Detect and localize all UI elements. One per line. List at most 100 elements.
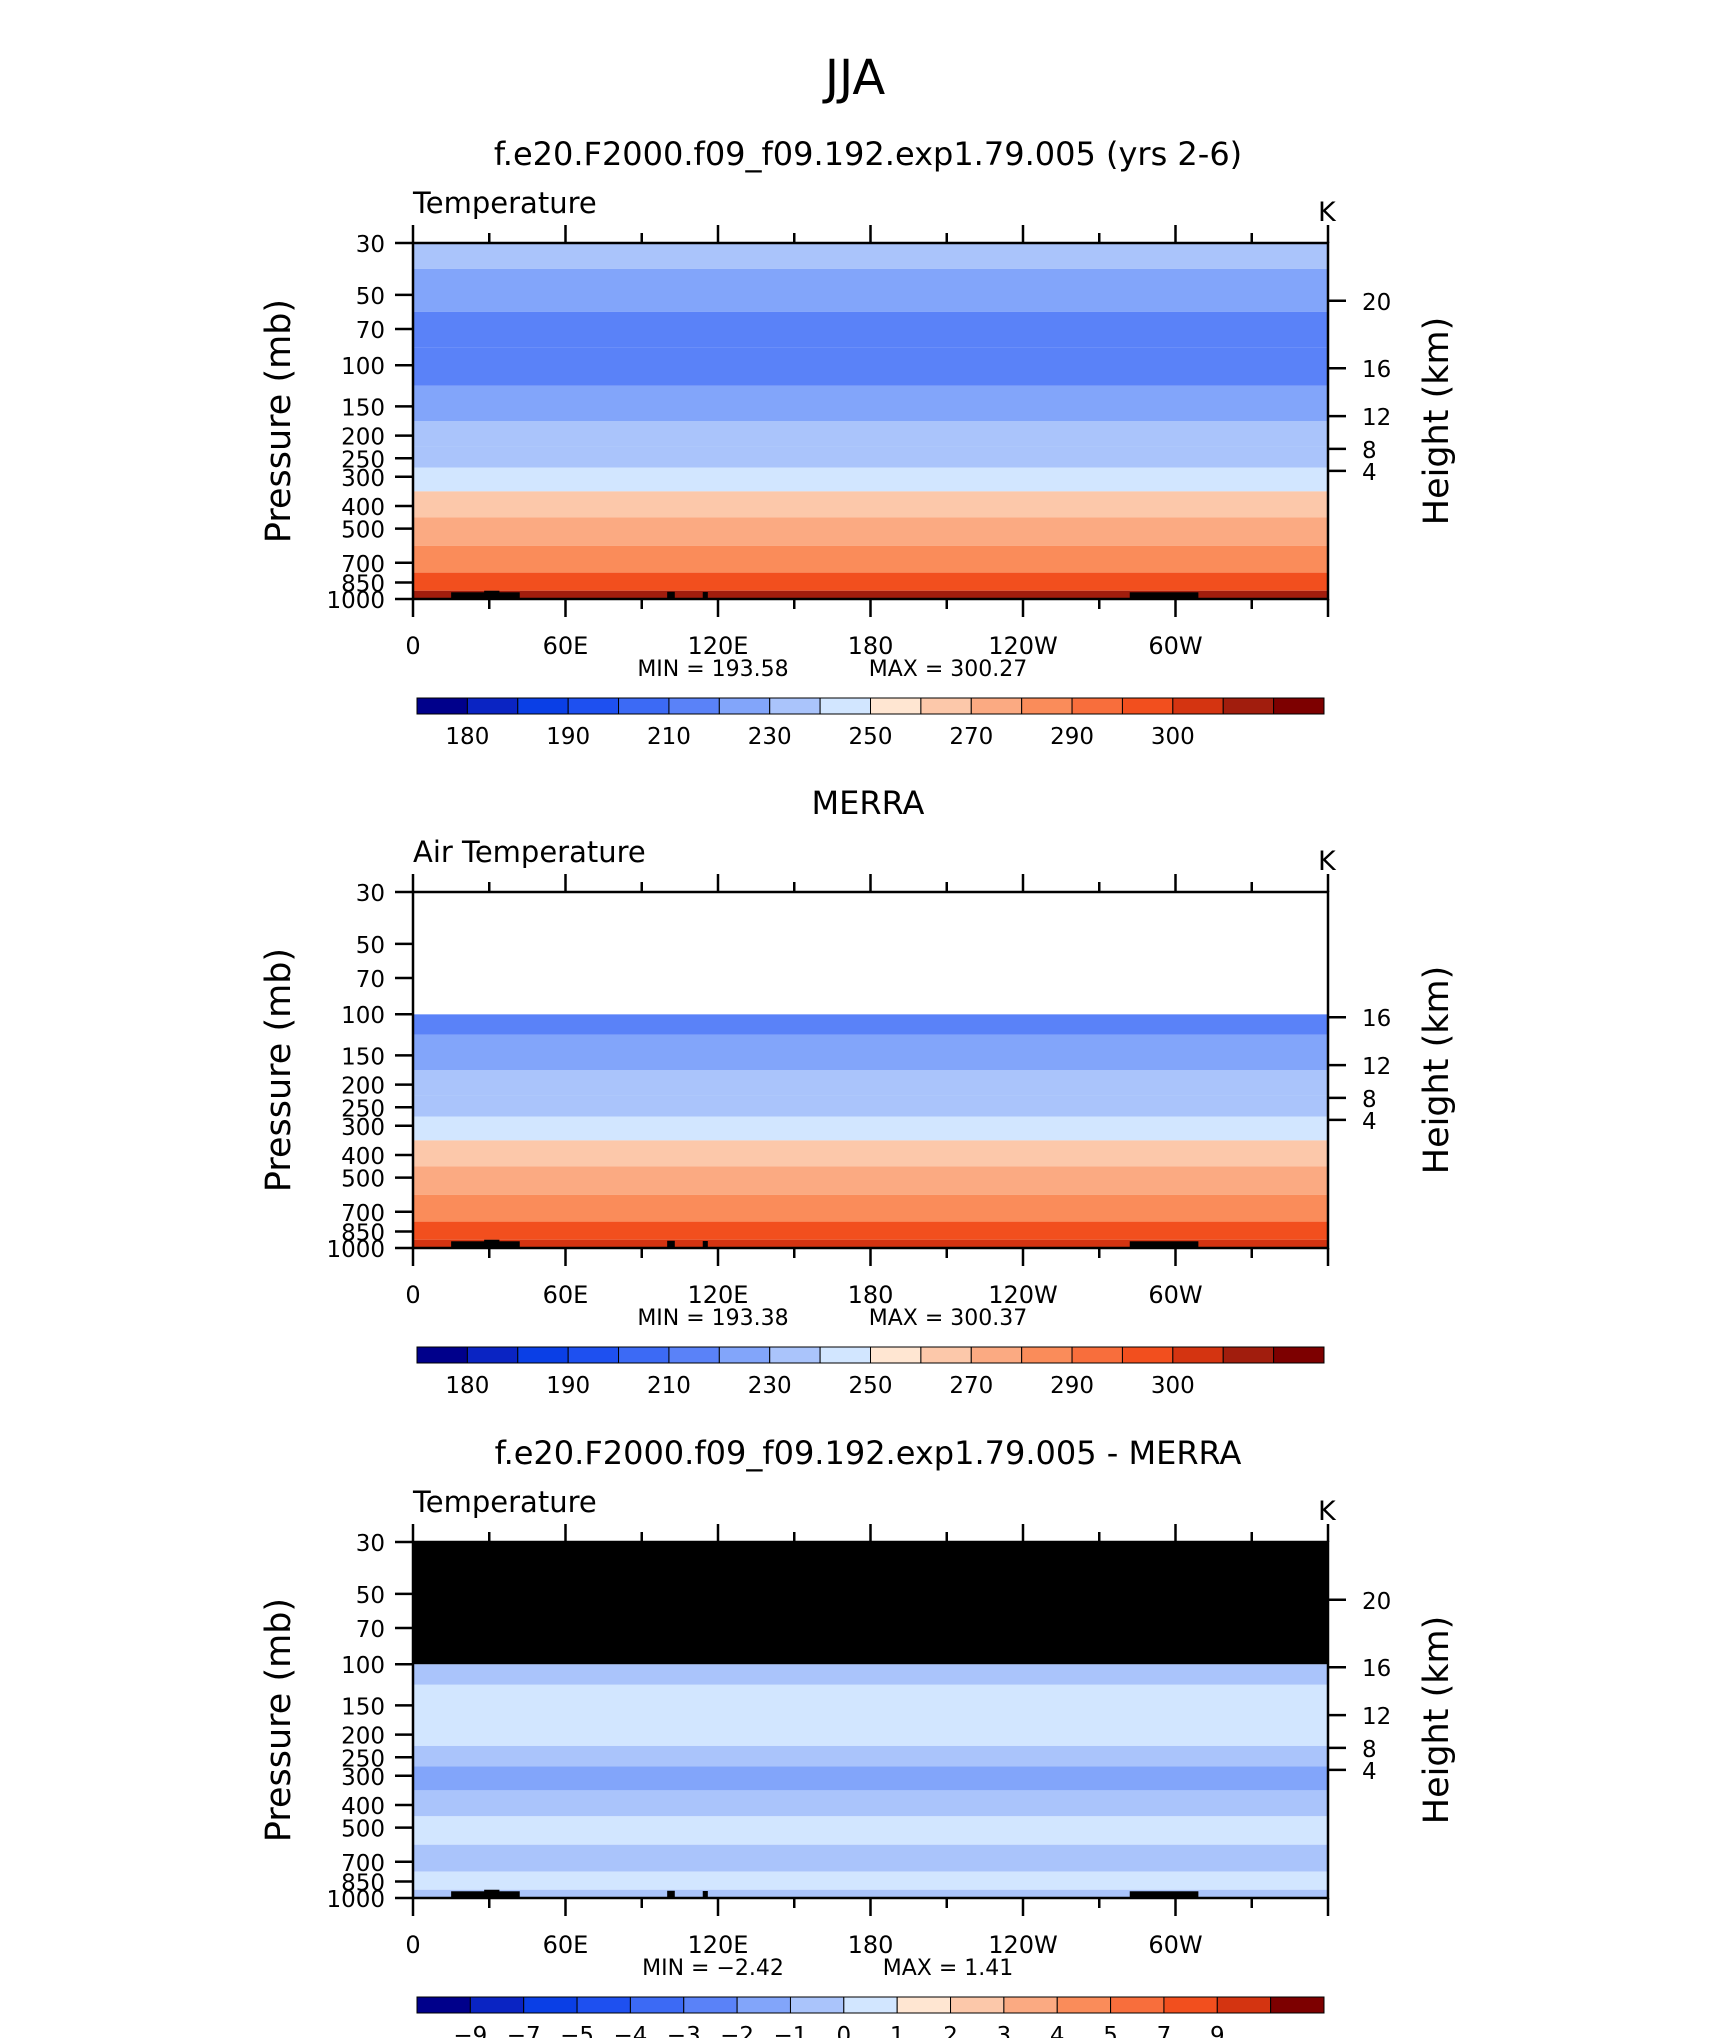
x-tick-label: 0 [405, 1281, 420, 1309]
colorbar-label: 2 [943, 2023, 958, 2038]
x-tick-label: 180 [848, 1281, 894, 1309]
colorbar-label: 190 [546, 724, 590, 750]
colorbar-label: −9 [453, 2023, 487, 2038]
colorbar-swatch [769, 1346, 821, 1364]
contour-field [413, 1014, 1328, 1248]
colorbar-label: 5 [1103, 2023, 1118, 2038]
stats-min: MIN = 193.58 [637, 657, 788, 682]
x-tick-label: 60W [1148, 632, 1202, 660]
x-tick-label: 180 [848, 1931, 894, 1959]
colorbar-swatch [576, 1996, 631, 2014]
y-tick-label: 500 [341, 518, 385, 544]
contour-band [413, 1844, 1328, 1872]
contour-band [413, 268, 1328, 312]
colorbar-swatch [896, 1996, 952, 2014]
y2-tick-label: 4 [1362, 1759, 1377, 1785]
topography [484, 590, 500, 599]
x-tick-label: 60E [543, 632, 589, 660]
x-tick-label: 60E [543, 1931, 589, 1959]
y-tick-label: 400 [341, 495, 385, 521]
colorbar-swatch [769, 697, 821, 715]
contour-band [413, 446, 1328, 468]
colorbar-label: 3 [997, 2023, 1012, 2038]
contour-band [413, 572, 1328, 591]
panel-2: MERRA Air Temperature K 0 60E 120E 180 120W 60W M… [259, 784, 1457, 1399]
colorbar-swatch [970, 1346, 1023, 1364]
y2-tick-label: 20 [1362, 1589, 1391, 1615]
topography [484, 1239, 500, 1248]
y-tick-label: 150 [341, 1694, 385, 1720]
colorbar-label: −3 [667, 2023, 701, 2038]
y-tick-label: 1000 [326, 588, 385, 614]
y2-tick-label: 8 [1362, 1087, 1377, 1113]
x-tick-label: 120E [688, 1931, 749, 1959]
colorbar-label: 180 [445, 724, 489, 750]
contour-band [413, 1684, 1328, 1720]
colorbar-swatch [718, 697, 771, 715]
y-tick-label: 400 [341, 1794, 385, 1820]
y-tick-label: 150 [341, 1044, 385, 1070]
colorbar-swatch [618, 1346, 670, 1364]
panel-title: f.e20.F2000.f09_f09.192.exp1.79.005 - ME… [495, 1434, 1242, 1472]
y-tick-label: 100 [341, 1003, 385, 1029]
contour-band [413, 311, 1328, 348]
contour-band [413, 1889, 1328, 1898]
colorbar-swatch [1216, 1996, 1272, 2014]
colorbar-label: 4 [1050, 2023, 1065, 2038]
y-axis-label: Pressure (mb) [259, 1598, 299, 1842]
colorbar-label: 290 [1050, 1373, 1094, 1399]
colorbar-label: 270 [949, 1373, 993, 1399]
y2-tick-label: 12 [1362, 1704, 1391, 1730]
contour-band [413, 1816, 1328, 1845]
colorbar-swatch [523, 1996, 578, 2014]
y2-tick-label: 8 [1362, 438, 1377, 464]
colorbar-swatch [870, 1346, 922, 1364]
contour-band [413, 347, 1328, 386]
colorbar-swatch [843, 1996, 898, 2014]
y-axis-label: Pressure (mb) [259, 948, 299, 1192]
colorbar-swatch [1110, 1996, 1165, 2014]
y2-tick-label: 4 [1362, 1109, 1377, 1135]
contour-band [413, 1166, 1328, 1195]
contour-field [413, 243, 1328, 599]
units-label: K [1318, 846, 1337, 877]
contour-band [413, 1140, 1328, 1167]
panel-title: f.e20.F2000.f09_f09.192.exp1.79.005 (yrs… [494, 135, 1242, 173]
colorbar-swatch [1021, 697, 1073, 715]
colorbar-label: 210 [647, 1373, 691, 1399]
y-tick-label: 400 [341, 1144, 385, 1170]
y-tick-label: 1000 [326, 1887, 385, 1913]
y-tick-label: 50 [356, 1583, 385, 1609]
colorbar: −9 −7 −5 −4 −3 −2 −1 0 1 2 3 4 5 7 9 [416, 1996, 1325, 2038]
x-tick-label: 120W [988, 1931, 1058, 1959]
y-tick-label: 70 [356, 967, 385, 993]
colorbar-label: 300 [1151, 1373, 1195, 1399]
colorbar-label: 230 [748, 724, 792, 750]
contour-band [413, 1014, 1328, 1035]
colorbar-swatch [416, 697, 468, 715]
y-tick-label: 500 [341, 1817, 385, 1843]
colorbar-swatch [1273, 1346, 1325, 1364]
topography [667, 1240, 675, 1248]
topography [667, 591, 675, 599]
colorbar: 180 190 210 230 250 270 290 300 [416, 697, 1325, 750]
y-tick-label: 850 [341, 1221, 385, 1247]
y2-tick-label: 16 [1362, 1656, 1391, 1682]
x-tick-label: 120W [988, 632, 1058, 660]
panel-1: f.e20.F2000.f09_f09.192.exp1.79.005 (yrs… [259, 135, 1457, 750]
colorbar-swatch [1003, 1996, 1058, 2014]
colorbar-swatch [870, 697, 922, 715]
colorbar-swatch [736, 1996, 791, 2014]
y-tick-label: 250 [341, 1096, 385, 1122]
y2-tick-label: 8 [1362, 1737, 1377, 1763]
y-axis-label: Pressure (mb) [259, 299, 299, 543]
colorbar-swatch [920, 697, 972, 715]
colorbar-label: 270 [949, 724, 993, 750]
colorbar-swatch [567, 1346, 620, 1364]
stats-min: MIN = −2.42 [642, 1956, 784, 1981]
y-tick-label: 300 [341, 1115, 385, 1141]
x-tick-label: 120E [688, 632, 749, 660]
colorbar-swatch [668, 697, 720, 715]
colorbar-swatch [718, 1346, 771, 1364]
y2-tick-label: 12 [1362, 405, 1391, 431]
